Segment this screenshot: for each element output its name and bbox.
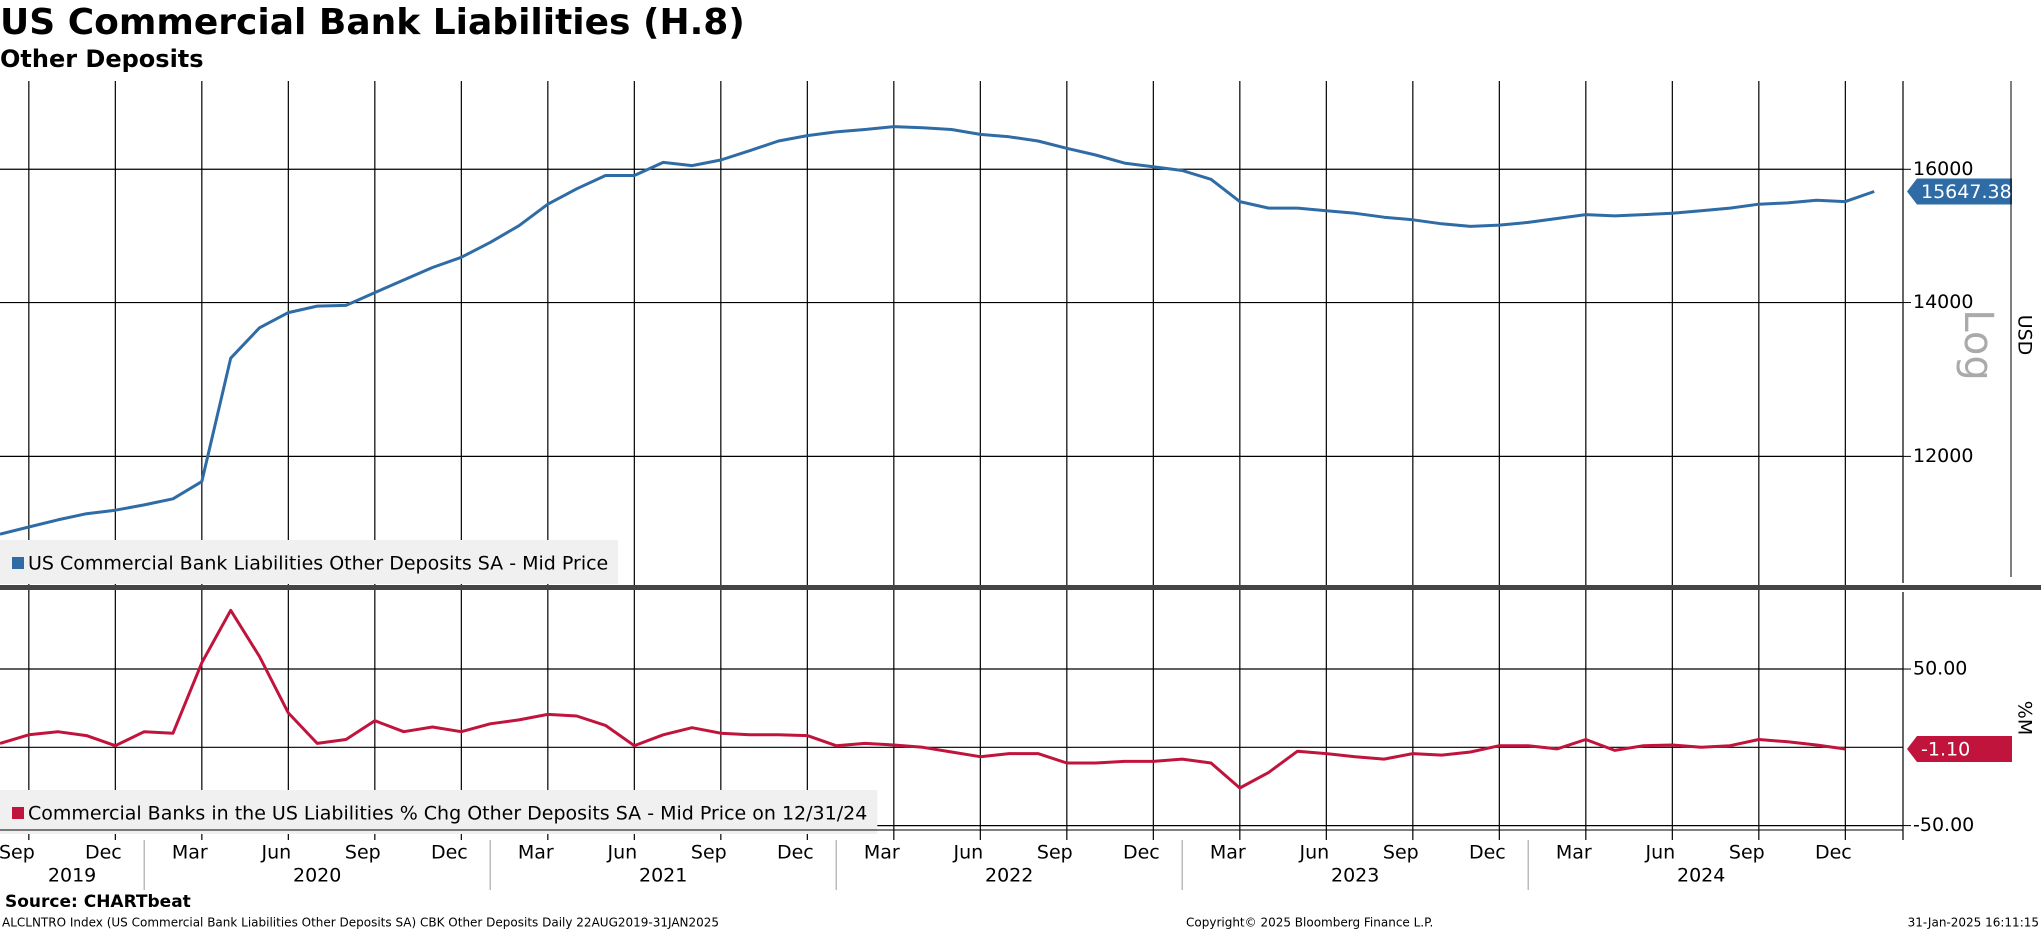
last-value-box xyxy=(1907,736,2012,763)
y-tick-label: 14000 xyxy=(1913,291,1973,313)
y-axis-label: USD xyxy=(2014,315,2036,356)
x-tick-label: Mar xyxy=(864,842,900,864)
y-tick-label: -50.00 xyxy=(1913,814,1974,836)
year-label: 2022 xyxy=(985,865,1033,887)
x-tick-label: Dec xyxy=(777,842,814,864)
chart-subtitle: Other Deposits xyxy=(0,45,204,73)
x-tick-label: Dec xyxy=(431,842,468,864)
x-tick-label: Dec xyxy=(1815,842,1852,864)
x-tick-label: Mar xyxy=(1556,842,1592,864)
legend-swatch xyxy=(12,557,24,569)
chart-title: US Commercial Bank Liabilities (H.8) xyxy=(0,2,745,43)
legend-label: Commercial Banks in the US Liabilities %… xyxy=(28,803,867,825)
year-label: 2019 xyxy=(48,865,96,887)
last-value-label: 15647.38 xyxy=(1921,181,2012,203)
y-axis-label: %M xyxy=(2014,701,2036,735)
panel-separator xyxy=(0,585,2041,590)
x-tick-label: Sep xyxy=(1383,842,1419,864)
x-tick-label: Sep xyxy=(691,842,727,864)
x-tick-label: Sep xyxy=(0,842,35,864)
x-tick-label: Jun xyxy=(606,842,637,864)
x-tick-label: Dec xyxy=(1123,842,1160,864)
x-tick-label: Mar xyxy=(518,842,554,864)
x-tick-label: Jun xyxy=(952,842,983,864)
last-value-label: -1.10 xyxy=(1921,739,1970,761)
x-tick-label: Jun xyxy=(1298,842,1329,864)
x-tick-label: Sep xyxy=(345,842,381,864)
x-tick-label: Sep xyxy=(1037,842,1073,864)
year-label: 2021 xyxy=(639,865,687,887)
last-value-box xyxy=(1907,178,2012,205)
copyright: Copyright© 2025 Bloomberg Finance L.P. xyxy=(1186,916,1433,930)
scale-label: Log xyxy=(1955,309,2001,380)
y-tick-label: 16000 xyxy=(1913,158,1973,180)
timestamp: 31-Jan-2025 16:11:15 xyxy=(1908,916,2039,930)
legend-box xyxy=(0,790,878,834)
legend-label: US Commercial Bank Liabilities Other Dep… xyxy=(28,553,608,575)
series-line xyxy=(0,608,1846,790)
year-label: 2023 xyxy=(1331,865,1379,887)
x-tick-label: Jun xyxy=(260,842,291,864)
legend-swatch xyxy=(12,807,24,819)
footer-description: ALCLNTRO Index (US Commercial Bank Liabi… xyxy=(2,916,719,930)
legend-box xyxy=(0,540,619,584)
y-tick-label: 50.00 xyxy=(1913,658,1967,680)
x-tick-label: Mar xyxy=(1210,842,1246,864)
x-tick-label: Dec xyxy=(85,842,122,864)
source: Source: CHARTbeat xyxy=(5,892,191,912)
x-tick-label: Sep xyxy=(1729,842,1765,864)
year-label: 2020 xyxy=(293,865,341,887)
series-line xyxy=(0,125,1875,536)
year-label: 2024 xyxy=(1677,865,1725,887)
x-tick-label: Mar xyxy=(172,842,208,864)
y-tick-label: 12000 xyxy=(1913,445,1973,467)
x-tick-label: Jun xyxy=(1644,842,1675,864)
x-tick-label: Dec xyxy=(1469,842,1506,864)
